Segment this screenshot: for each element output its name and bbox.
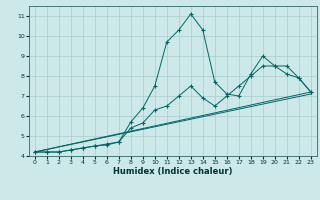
X-axis label: Humidex (Indice chaleur): Humidex (Indice chaleur) bbox=[113, 167, 233, 176]
